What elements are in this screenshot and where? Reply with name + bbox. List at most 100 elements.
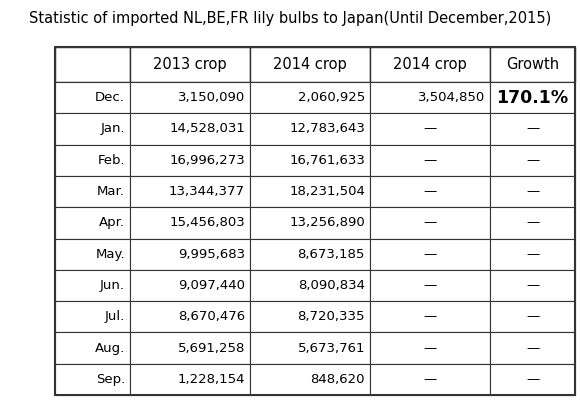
Bar — [490, 113, 575, 145]
Text: 16,996,273: 16,996,273 — [169, 154, 245, 167]
Bar — [130, 82, 250, 113]
Bar — [370, 270, 490, 301]
Text: Feb.: Feb. — [97, 154, 125, 167]
Text: —: — — [423, 248, 437, 261]
Text: —: — — [526, 185, 539, 198]
Bar — [55, 207, 130, 238]
Bar — [250, 144, 370, 176]
Text: 8,670,476: 8,670,476 — [178, 310, 245, 323]
Bar — [130, 301, 250, 332]
Bar — [490, 207, 575, 238]
Bar — [250, 301, 370, 332]
Bar — [370, 364, 490, 395]
Bar — [250, 82, 370, 113]
Bar — [370, 207, 490, 238]
Text: —: — — [423, 216, 437, 229]
Text: —: — — [423, 279, 437, 292]
Text: Statistic of imported NL,BE,FR lily bulbs to Japan(Until December,2015): Statistic of imported NL,BE,FR lily bulb… — [29, 10, 551, 26]
Text: 18,231,504: 18,231,504 — [289, 185, 365, 198]
Bar — [55, 176, 130, 207]
Bar — [55, 301, 130, 332]
Bar — [55, 332, 130, 364]
Bar — [130, 144, 250, 176]
Text: 2,060,925: 2,060,925 — [298, 91, 365, 104]
Bar — [130, 270, 250, 301]
Text: —: — — [423, 310, 437, 323]
Bar — [55, 47, 130, 82]
Bar — [130, 47, 250, 82]
Bar — [370, 238, 490, 270]
Text: —: — — [526, 342, 539, 354]
Text: 13,344,377: 13,344,377 — [169, 185, 245, 198]
Bar — [250, 207, 370, 238]
Bar — [250, 238, 370, 270]
Text: Jun.: Jun. — [100, 279, 125, 292]
Bar — [370, 301, 490, 332]
Text: 8,720,335: 8,720,335 — [298, 310, 365, 323]
Bar — [490, 332, 575, 364]
Bar — [130, 364, 250, 395]
Text: 9,097,440: 9,097,440 — [178, 279, 245, 292]
Bar — [490, 82, 575, 113]
Text: —: — — [526, 154, 539, 167]
Text: 2014 crop: 2014 crop — [393, 57, 467, 72]
Bar — [370, 144, 490, 176]
Bar — [55, 144, 130, 176]
Text: —: — — [526, 122, 539, 136]
Bar — [250, 47, 370, 82]
Bar — [55, 364, 130, 395]
Bar — [130, 176, 250, 207]
Text: Apr.: Apr. — [99, 216, 125, 229]
Text: 12,783,643: 12,783,643 — [289, 122, 365, 136]
Text: —: — — [423, 154, 437, 167]
Text: Jul.: Jul. — [105, 310, 125, 323]
Bar — [250, 270, 370, 301]
Text: 5,691,258: 5,691,258 — [177, 342, 245, 354]
Text: —: — — [526, 279, 539, 292]
Text: —: — — [526, 216, 539, 229]
Text: 14,528,031: 14,528,031 — [169, 122, 245, 136]
Bar — [55, 238, 130, 270]
Text: 5,673,761: 5,673,761 — [298, 342, 365, 354]
Text: Growth: Growth — [506, 57, 559, 72]
Bar — [250, 113, 370, 145]
Bar — [55, 47, 575, 395]
Text: —: — — [526, 310, 539, 323]
Bar — [490, 364, 575, 395]
Text: —: — — [423, 342, 437, 354]
Bar — [55, 113, 130, 145]
Text: —: — — [526, 373, 539, 386]
Text: Jan.: Jan. — [100, 122, 125, 136]
Bar — [130, 113, 250, 145]
Bar — [130, 332, 250, 364]
Text: 9,995,683: 9,995,683 — [178, 248, 245, 261]
Text: Sep.: Sep. — [96, 373, 125, 386]
Text: 848,620: 848,620 — [310, 373, 365, 386]
Text: Dec.: Dec. — [95, 91, 125, 104]
Text: 3,504,850: 3,504,850 — [418, 91, 485, 104]
Text: Aug.: Aug. — [95, 342, 125, 354]
Text: Mar.: Mar. — [97, 185, 125, 198]
Text: 15,456,803: 15,456,803 — [169, 216, 245, 229]
Text: —: — — [423, 122, 437, 136]
Text: 1,228,154: 1,228,154 — [177, 373, 245, 386]
Bar — [490, 238, 575, 270]
Text: 8,673,185: 8,673,185 — [298, 248, 365, 261]
Text: —: — — [423, 185, 437, 198]
Bar — [370, 82, 490, 113]
Bar — [130, 238, 250, 270]
Text: —: — — [526, 248, 539, 261]
Bar — [55, 82, 130, 113]
Text: 2013 crop: 2013 crop — [153, 57, 227, 72]
Bar — [490, 47, 575, 82]
Bar — [250, 364, 370, 395]
Text: May.: May. — [95, 248, 125, 261]
Bar — [490, 144, 575, 176]
Text: 2014 crop: 2014 crop — [273, 57, 347, 72]
Bar — [55, 270, 130, 301]
Text: 3,150,090: 3,150,090 — [177, 91, 245, 104]
Bar — [370, 332, 490, 364]
Text: 16,761,633: 16,761,633 — [289, 154, 365, 167]
Bar — [250, 176, 370, 207]
Bar — [490, 176, 575, 207]
